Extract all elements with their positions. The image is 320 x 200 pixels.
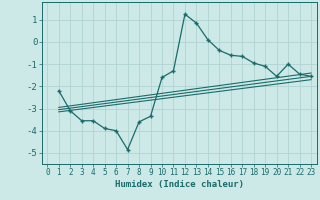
X-axis label: Humidex (Indice chaleur): Humidex (Indice chaleur) (115, 180, 244, 189)
